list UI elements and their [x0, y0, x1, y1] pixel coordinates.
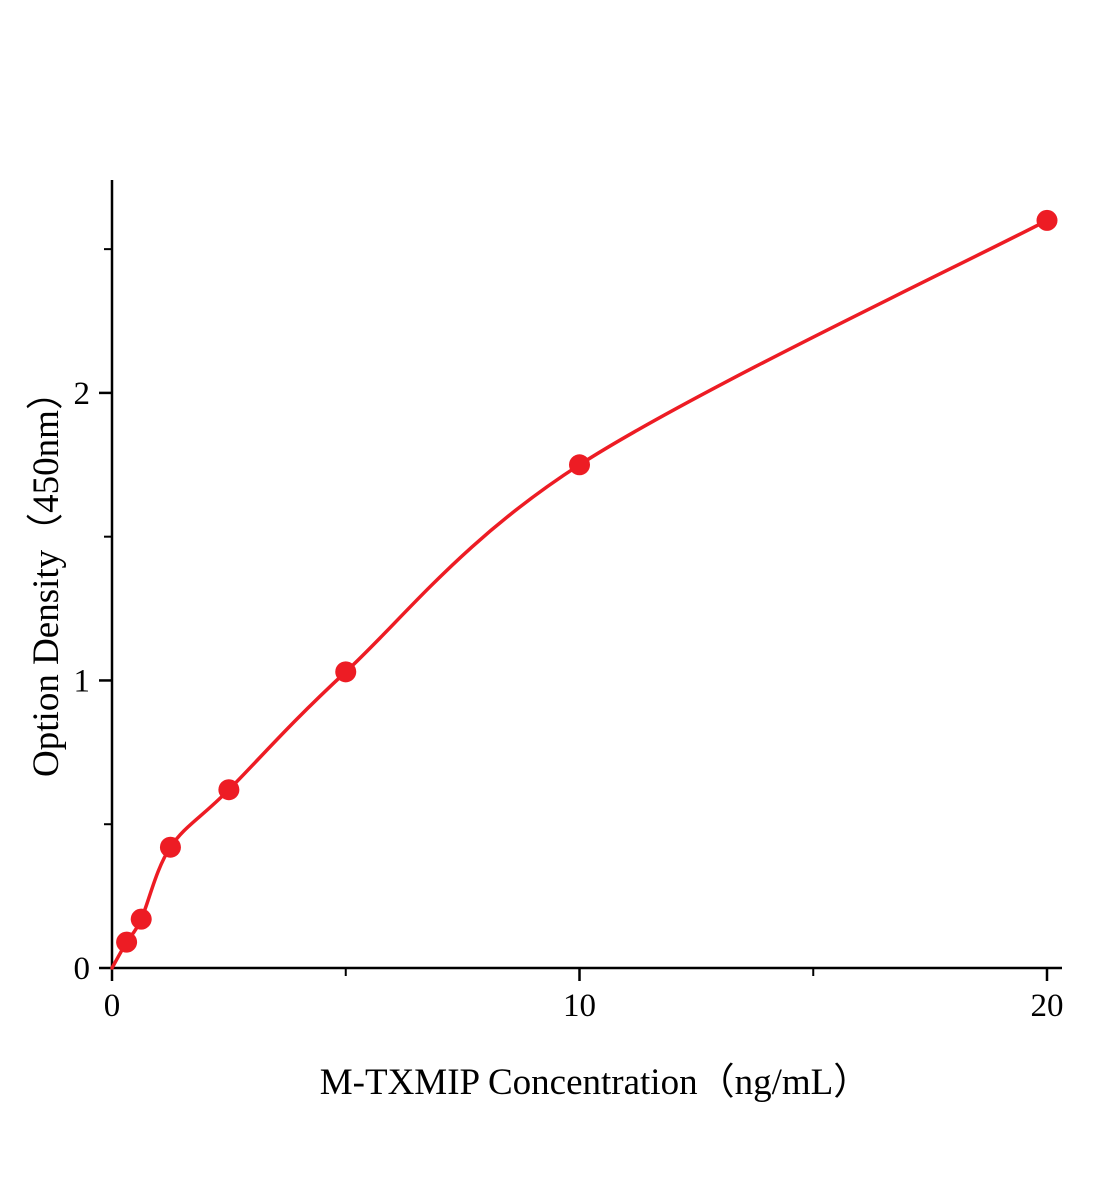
data-point [335, 661, 357, 683]
x-tick-label: 10 [563, 988, 596, 1024]
x-axis-title: M-TXMIP Concentration（ng/mL） [319, 1062, 871, 1103]
x-tick-label: 0 [104, 988, 121, 1024]
data-point [130, 908, 152, 930]
y-tick-label: 1 [74, 663, 91, 699]
y-tick-label: 0 [74, 951, 91, 987]
fit-curve [110, 218, 1049, 970]
data-point [116, 931, 138, 953]
x-tick-label: 20 [1031, 988, 1064, 1024]
data-point [218, 779, 240, 801]
y-axis-title: Option Density（450nm） [26, 373, 67, 777]
data-point [1036, 209, 1058, 231]
data-point [159, 836, 181, 858]
y-tick-label: 2 [74, 376, 91, 412]
data-point [569, 454, 590, 476]
